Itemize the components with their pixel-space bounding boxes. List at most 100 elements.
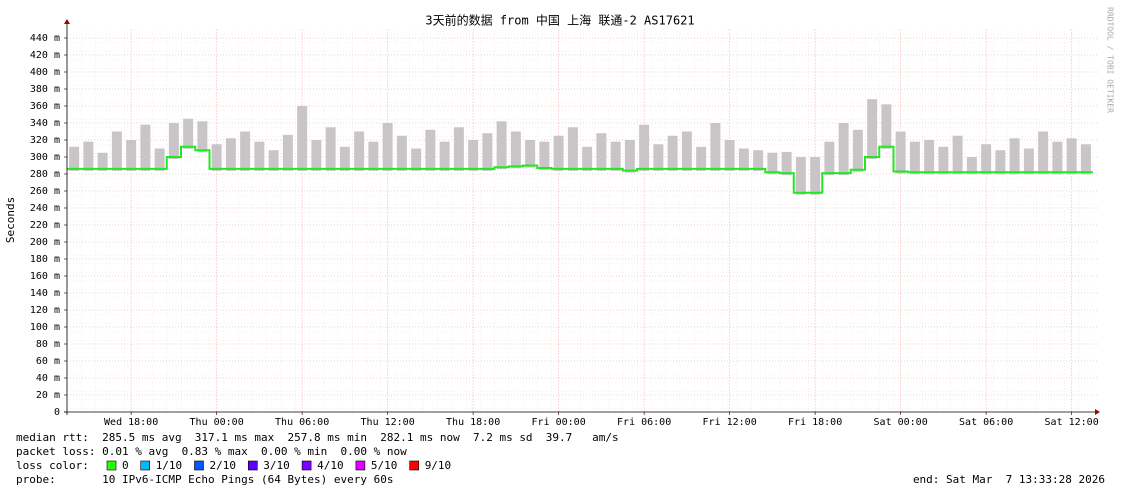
smoke-bar (1023, 148, 1034, 175)
watermark: RRDTOOL / TOBI OETIKER (1106, 7, 1115, 113)
smoke-bar (126, 140, 137, 171)
smoke-bar (653, 144, 664, 171)
smoke-bar (696, 146, 707, 171)
x-axis-arrow (1095, 409, 1100, 415)
smoke-bar (553, 135, 564, 171)
smoke-bar (83, 141, 94, 171)
smoke-bar (1066, 138, 1077, 175)
y-tick-label: 240 m (30, 203, 60, 214)
smoke-bar (197, 121, 208, 153)
smoke-bar (824, 141, 835, 176)
y-axis-arrow (64, 19, 70, 24)
loss-swatch (248, 460, 258, 471)
y-tick-label: 320 m (30, 135, 60, 146)
loss-swatch (106, 460, 117, 471)
y-axis-label: Seconds (4, 197, 17, 243)
loss-swatch (355, 460, 366, 471)
smoke-bar (254, 141, 265, 171)
smoke-bar (710, 123, 721, 171)
smoke-bar (539, 141, 550, 171)
y-tick-label: 220 m (30, 220, 60, 231)
y-tick-label: 0 (54, 407, 60, 418)
smoke-bar (140, 124, 151, 171)
y-tick-label: 360 m (30, 101, 60, 112)
chart-title: 3天前的数据 from 中国 上海 联通-2 AS17621 (425, 13, 694, 28)
stats-line: packet loss: 0.01 % avg 0.83 % max 0.00 … (16, 445, 407, 458)
loss-swatch (301, 460, 312, 471)
smoke-bar (311, 140, 322, 171)
smoke-bar (952, 135, 963, 175)
loss-legend-item: 0 (122, 459, 129, 472)
y-tick-label: 40 m (36, 373, 60, 384)
smoke-bar (1038, 131, 1049, 175)
smoke-bar (938, 146, 949, 175)
smoke-bar (496, 121, 507, 170)
y-tick-label: 160 m (30, 271, 60, 282)
smoke-bar (852, 129, 863, 172)
loss-legend-item: 4/10 (317, 459, 344, 472)
smoke-bar (1080, 144, 1091, 175)
x-tick-label: Fri 00:00 (532, 417, 586, 428)
minor-grid (67, 29, 1093, 412)
smoke-bar (795, 157, 806, 195)
y-tick-label: 400 m (30, 67, 60, 78)
smoke-bar (895, 131, 906, 174)
smoke-bar (738, 148, 749, 171)
smoke-bar (909, 141, 920, 175)
smoke-bar (211, 144, 222, 171)
smoke-bar (382, 123, 393, 171)
smoke-bar (425, 129, 436, 171)
x-tick-label: Sat 12:00 (1045, 417, 1099, 428)
y-tick-label: 180 m (30, 254, 60, 265)
smoke-bar (325, 127, 336, 171)
smoke-bar (724, 140, 735, 171)
y-tick-label: 80 m (36, 339, 60, 350)
smoke-bar (282, 134, 293, 171)
smoke-bar (995, 150, 1006, 175)
smoke-bar (510, 131, 521, 169)
loss-legend-item: 1/10 (156, 459, 183, 472)
y-tick-label: 380 m (30, 84, 60, 95)
smoke-bar (368, 141, 379, 171)
smoke-bar (339, 146, 350, 171)
loss-legend-item: 3/10 (263, 459, 290, 472)
smoke-bar (154, 148, 165, 171)
loss-legend-item: 5/10 (371, 459, 398, 472)
x-tick-label: Thu 12:00 (361, 417, 415, 428)
smoke-bar (810, 157, 821, 195)
smoke-bar (838, 123, 849, 176)
smoke-bar (596, 133, 607, 171)
y-tick-label: 440 m (30, 33, 60, 44)
smoke-bar (482, 133, 493, 171)
y-tick-label: 260 m (30, 186, 60, 197)
loss-swatch (409, 460, 420, 471)
y-tick-label: 340 m (30, 118, 60, 129)
smoke-bar (681, 131, 692, 171)
smoke-bar (240, 131, 251, 171)
loss-swatch (140, 460, 150, 471)
smoke-bar (667, 135, 678, 171)
smoke-bar (753, 150, 764, 171)
y-tick-label: 200 m (30, 237, 60, 248)
x-tick-label: Sat 00:00 (874, 417, 928, 428)
smoke-bar (268, 150, 279, 171)
smoke-bar (411, 148, 422, 171)
x-tick-label: Fri 12:00 (703, 417, 757, 428)
smoke-bar (624, 140, 635, 173)
smoke-bar (781, 151, 792, 176)
y-tick-label: 100 m (30, 322, 60, 333)
y-tick-label: 420 m (30, 50, 60, 61)
x-tick-label: Fri 06:00 (617, 417, 671, 428)
median-line (67, 145, 1093, 194)
smoke-bar (453, 127, 464, 171)
x-tick-label: Fri 18:00 (788, 417, 842, 428)
stats-line: median rtt: 285.5 ms avg 317.1 ms max 25… (16, 431, 619, 444)
smoke-bar (610, 141, 621, 171)
smoke-bar (354, 131, 365, 171)
y-tick-label: 280 m (30, 169, 60, 180)
smoke-bar (111, 131, 122, 171)
x-tick-label: Thu 00:00 (190, 417, 244, 428)
smoke-bar (1052, 141, 1063, 175)
smoke-bar (966, 157, 977, 175)
